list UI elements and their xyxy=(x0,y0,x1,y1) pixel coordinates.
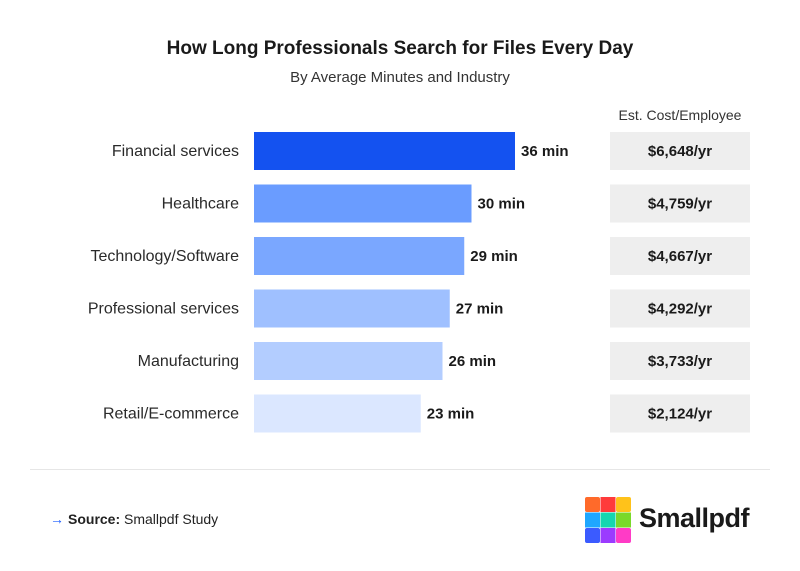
bar-value-label: 27 min xyxy=(456,301,504,318)
source-text: Smallpdf Study xyxy=(124,511,219,527)
cost-box xyxy=(610,237,750,275)
cost-label: $2,124/yr xyxy=(648,406,712,423)
cost-label: $3,733/yr xyxy=(648,353,712,370)
brand-logo: Smallpdf xyxy=(585,497,755,543)
bar-value-label: 23 min xyxy=(427,406,475,423)
cost-label: $6,648/yr xyxy=(648,143,712,160)
arrow-right-icon: → xyxy=(50,511,64,527)
bar xyxy=(254,184,472,223)
bar xyxy=(254,342,443,380)
logo-mark-icon xyxy=(585,497,631,543)
cost-label: $4,759/yr xyxy=(648,196,712,213)
cost-box xyxy=(610,132,750,170)
bar xyxy=(254,237,465,275)
chart-subtitle: By Average Minutes and Industry xyxy=(290,69,510,86)
category-label: Professional services xyxy=(88,301,239,318)
category-label: Retail/E-commerce xyxy=(103,406,239,423)
bar-chart: Financial services 36 min $6,648/yr Healthc… xyxy=(88,132,750,433)
category-label: Technology/Software xyxy=(90,248,239,265)
bar xyxy=(254,289,450,328)
cost-box xyxy=(610,342,750,380)
bar-value-label: 26 min xyxy=(449,353,497,370)
cost-box xyxy=(610,184,750,223)
bar xyxy=(254,394,421,433)
brand-name: Smallpdf xyxy=(639,503,750,533)
source-note: → Source: Smallpdf Study xyxy=(50,511,218,527)
bar-value-label: 30 min xyxy=(478,196,526,213)
bar-value-label: 29 min xyxy=(470,248,518,265)
bar xyxy=(254,132,515,170)
category-label: Manufacturing xyxy=(138,353,239,370)
cost-box xyxy=(610,394,750,433)
category-label: Financial services xyxy=(112,143,239,160)
chart-title: How Long Professionals Search for Files … xyxy=(166,38,634,59)
divider xyxy=(30,469,770,470)
cost-column-header: Est. Cost/Employee xyxy=(618,107,742,123)
category-label: Healthcare xyxy=(162,196,239,213)
cost-label: $4,667/yr xyxy=(648,248,712,265)
cost-box xyxy=(610,289,750,328)
source-prefix: Source: xyxy=(68,511,121,527)
cost-label: $4,292/yr xyxy=(648,301,712,318)
bar-value-label: 36 min xyxy=(521,143,569,160)
